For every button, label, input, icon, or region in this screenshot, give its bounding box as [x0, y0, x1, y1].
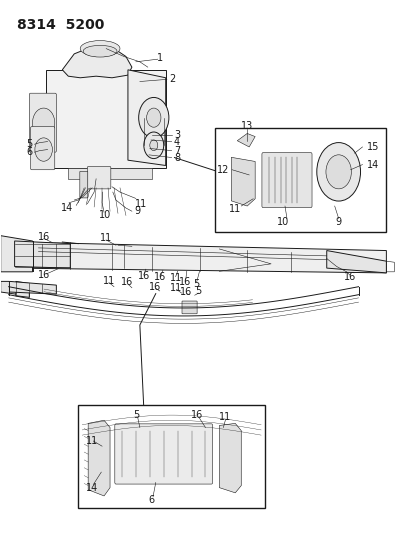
Polygon shape: [231, 157, 255, 206]
Circle shape: [150, 140, 158, 151]
Text: 16: 16: [192, 410, 203, 420]
Bar: [215, 128, 386, 232]
FancyBboxPatch shape: [87, 166, 111, 189]
Text: 9: 9: [336, 216, 342, 227]
Polygon shape: [128, 70, 166, 165]
Text: 12: 12: [217, 165, 230, 175]
Text: 8: 8: [174, 152, 180, 163]
Polygon shape: [68, 168, 152, 179]
Text: 16: 16: [38, 270, 51, 280]
FancyBboxPatch shape: [80, 171, 88, 198]
Text: 5: 5: [133, 410, 139, 420]
Text: 13: 13: [241, 121, 253, 131]
FancyBboxPatch shape: [29, 93, 56, 152]
Circle shape: [144, 132, 164, 159]
FancyBboxPatch shape: [30, 127, 55, 169]
Ellipse shape: [83, 45, 117, 57]
Ellipse shape: [80, 41, 120, 56]
Text: 10: 10: [99, 210, 111, 220]
Text: 9: 9: [134, 206, 140, 216]
Circle shape: [326, 155, 352, 189]
Polygon shape: [16, 281, 29, 297]
Text: 1: 1: [157, 53, 163, 63]
FancyBboxPatch shape: [46, 70, 166, 168]
Text: 16: 16: [180, 287, 192, 297]
Text: 4: 4: [174, 136, 180, 147]
Text: 16: 16: [154, 272, 167, 282]
Circle shape: [35, 138, 52, 161]
Text: 5: 5: [196, 286, 202, 296]
Text: 11: 11: [135, 199, 147, 209]
FancyBboxPatch shape: [115, 424, 213, 484]
Text: 16: 16: [179, 278, 191, 287]
FancyBboxPatch shape: [182, 301, 197, 314]
Text: 3: 3: [174, 130, 180, 140]
Text: 5: 5: [193, 279, 200, 288]
Polygon shape: [62, 46, 132, 78]
Polygon shape: [15, 242, 386, 273]
Circle shape: [32, 108, 55, 138]
Circle shape: [139, 98, 169, 138]
Text: 16: 16: [138, 271, 150, 281]
FancyBboxPatch shape: [262, 152, 312, 208]
Text: 16: 16: [38, 232, 50, 242]
Text: 2: 2: [169, 75, 175, 84]
Polygon shape: [15, 241, 70, 268]
Polygon shape: [1, 281, 19, 294]
Text: 11: 11: [86, 436, 99, 446]
Text: 6: 6: [26, 147, 32, 157]
Text: 16: 16: [149, 282, 161, 292]
Text: 5: 5: [26, 139, 32, 149]
Text: 11: 11: [100, 233, 112, 244]
Text: 14: 14: [367, 159, 379, 169]
Polygon shape: [237, 133, 255, 147]
Circle shape: [317, 143, 361, 201]
Text: 15: 15: [367, 142, 379, 152]
Text: 11: 11: [219, 412, 231, 422]
Text: 14: 14: [61, 203, 73, 213]
Text: 16: 16: [344, 272, 356, 282]
Polygon shape: [219, 423, 241, 493]
Text: 11: 11: [229, 204, 241, 214]
Text: 16: 16: [121, 278, 133, 287]
Bar: [78, 405, 265, 508]
Polygon shape: [327, 251, 386, 273]
Text: 14: 14: [86, 483, 99, 492]
Text: 11: 11: [170, 273, 182, 282]
Text: 6: 6: [149, 495, 155, 505]
Polygon shape: [88, 420, 110, 496]
Circle shape: [146, 108, 161, 127]
Polygon shape: [1, 236, 32, 272]
Text: 11: 11: [170, 283, 182, 293]
Text: 10: 10: [277, 216, 289, 227]
Polygon shape: [10, 281, 56, 294]
Text: 8314  5200: 8314 5200: [17, 18, 104, 31]
Text: 7: 7: [174, 146, 180, 156]
Text: 11: 11: [103, 276, 115, 286]
